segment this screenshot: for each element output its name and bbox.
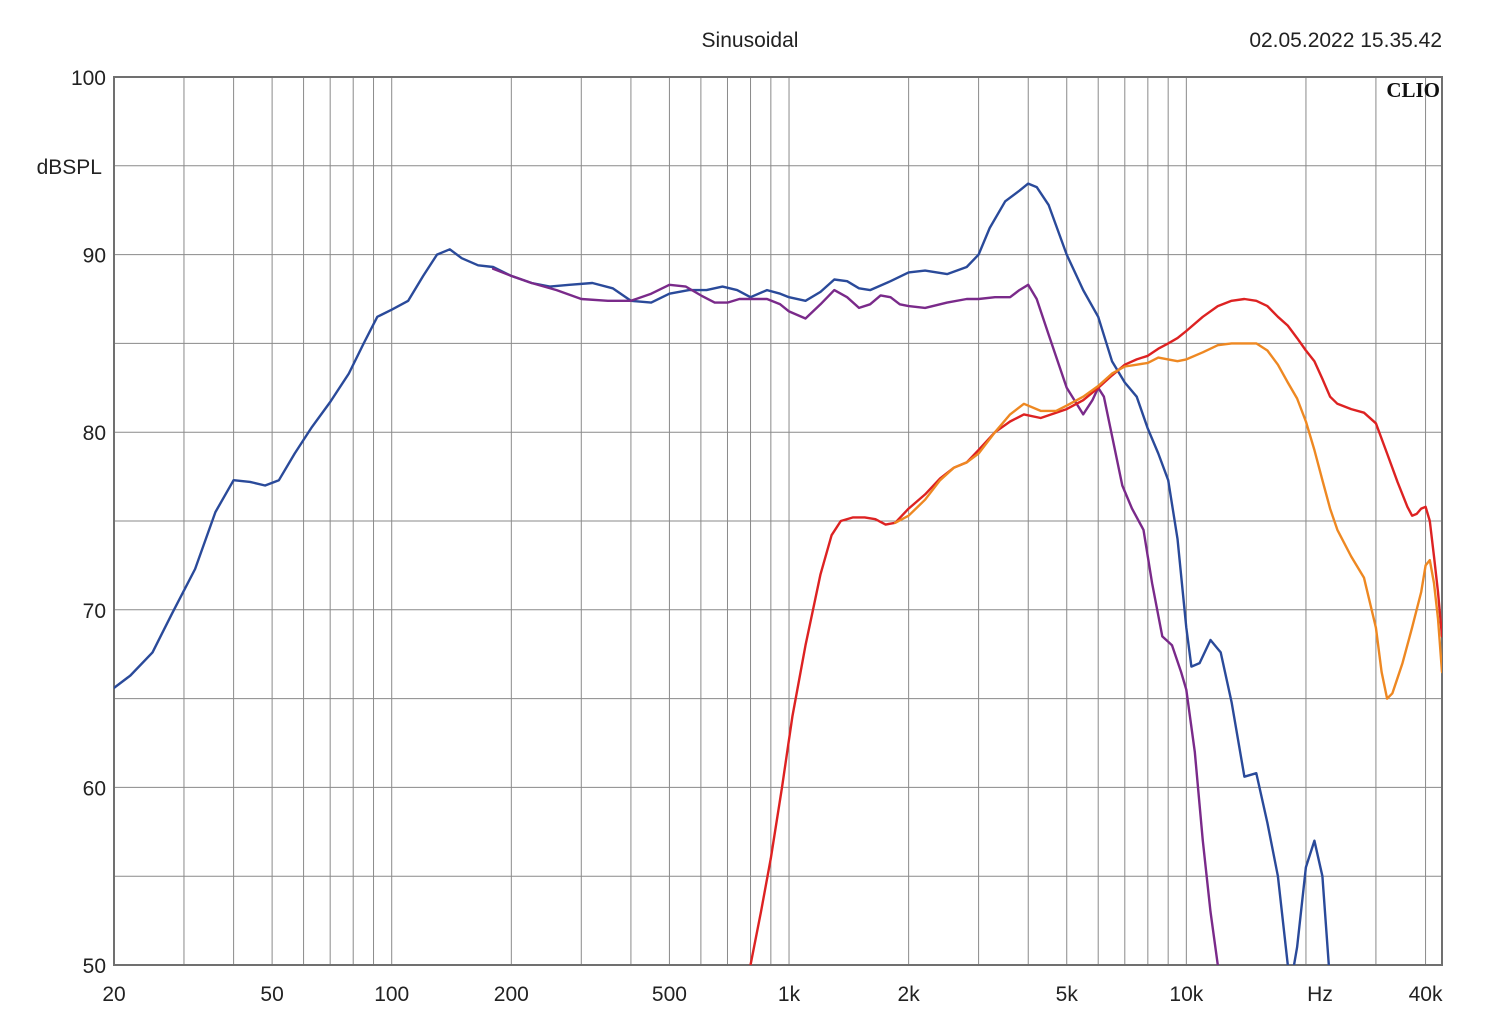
response-curves: [114, 182, 1442, 965]
y-tick-label: 60: [83, 777, 106, 800]
y-tick-label: 80: [83, 422, 106, 445]
timestamp: 02.05.2022 15.35.42: [1249, 29, 1442, 52]
x-tick-label: 50: [260, 983, 283, 1006]
plot-frame: [113, 76, 1443, 966]
chart-title: Sinusoidal: [702, 29, 799, 52]
x-tick-label: 1k: [778, 983, 801, 1006]
brand-logo: CLIO: [1386, 78, 1440, 102]
x-tick-label: 5k: [1056, 983, 1079, 1006]
x-tick-label: 20: [102, 983, 125, 1006]
y-tick-label: 50: [83, 955, 106, 978]
x-tick-labels: 20 50 100 200 500 1k 2k 5k 10k 40k: [102, 983, 1443, 1006]
x-tick-label: 10k: [1169, 983, 1203, 1006]
x-tick-label: 200: [494, 983, 529, 1006]
major-gridlines: [114, 165, 1442, 877]
y-tick-label: 100: [71, 67, 106, 90]
response-curve-2: [491, 267, 1220, 965]
x-axis-unit-label: Hz: [1307, 983, 1333, 1006]
y-axis-label: dBSPL: [37, 156, 102, 179]
x-tick-label: 100: [374, 983, 409, 1006]
x-tick-label: 2k: [898, 983, 921, 1006]
y-tick-labels: 100 90 80 70 60 50: [71, 67, 106, 978]
response-curve-1: [114, 182, 1331, 965]
x-tick-label: 40k: [1409, 983, 1443, 1006]
y-tick-label: 70: [83, 600, 106, 623]
y-tick-label: 90: [83, 245, 106, 268]
response-curve-4: [894, 342, 1442, 700]
response-curve-3: [749, 297, 1442, 965]
x-tick-label: 500: [652, 983, 687, 1006]
